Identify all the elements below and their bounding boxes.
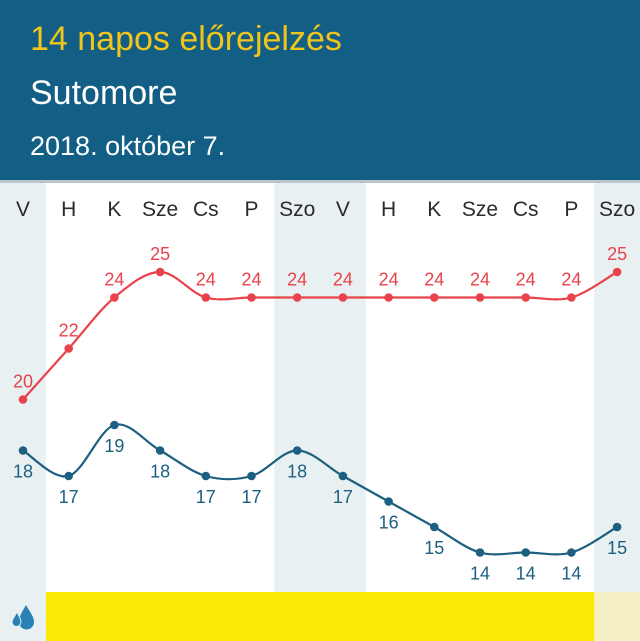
min-temperature-label: 18 xyxy=(287,462,307,482)
max-temperature-point xyxy=(612,267,622,277)
min-temperature-label: 18 xyxy=(13,462,33,482)
max-temperature-label: 25 xyxy=(150,244,170,264)
max-temperature-label: 24 xyxy=(561,270,581,290)
precipitation-bar-segment xyxy=(502,592,550,641)
max-temperature-point xyxy=(430,293,439,302)
precipitation-bar-segment xyxy=(45,592,93,641)
max-temperature-point xyxy=(247,293,256,302)
max-temperature-point xyxy=(201,293,211,302)
min-temperature-point xyxy=(475,548,485,557)
day-label: K xyxy=(107,198,121,221)
precipitation-bar-segment xyxy=(457,592,504,641)
min-temperature-label: 17 xyxy=(59,487,79,507)
min-temperature-label: 17 xyxy=(196,487,216,507)
max-temperature-label: 24 xyxy=(241,270,261,290)
max-temperature-point xyxy=(338,293,348,302)
header: 14 napos előrejelzés Sutomore 2018. októ… xyxy=(0,0,640,180)
max-temperature-label: 24 xyxy=(196,270,216,290)
min-temperature-point xyxy=(292,446,302,455)
header-divider xyxy=(0,180,640,183)
temperature-chart: V H K Sze Cs P Szo V H K Sze Cs P Szo 20 22 24 25 24 24 24 24… xyxy=(0,183,640,641)
day-label: V xyxy=(336,198,350,221)
max-temperature-point xyxy=(475,293,485,302)
min-temperature-point xyxy=(110,420,119,430)
day-label: P xyxy=(244,198,258,221)
day-label: H xyxy=(381,198,396,221)
day-label: H xyxy=(61,198,76,221)
precipitation-bar-segment xyxy=(228,592,275,641)
min-temperature-label: 17 xyxy=(333,487,353,507)
forecast-title: 14 napos előrejelzés xyxy=(30,20,342,58)
day-label: Sze xyxy=(462,198,498,221)
min-temperature-point xyxy=(338,471,348,481)
day-label: Cs xyxy=(513,198,539,221)
precipitation-bar-segment xyxy=(365,592,412,641)
min-temperature-label: 14 xyxy=(516,564,536,584)
min-temperature-label: 15 xyxy=(607,538,627,558)
min-temperature-label: 16 xyxy=(379,513,399,533)
max-temperature-point xyxy=(567,293,576,302)
min-temperature-label: 19 xyxy=(104,436,124,456)
max-temperature-label: 25 xyxy=(607,244,627,264)
min-temperature-point xyxy=(18,446,28,455)
day-label: Szo xyxy=(279,198,315,221)
max-temperature-point xyxy=(292,293,302,302)
forecast-date: 2018. október 7. xyxy=(30,131,226,161)
max-temperature-label: 24 xyxy=(333,270,353,290)
max-temperature-label: 20 xyxy=(13,372,33,392)
day-label: P xyxy=(564,198,578,221)
min-temperature-label: 18 xyxy=(150,462,170,482)
max-temperature-label: 24 xyxy=(379,270,399,290)
precipitation-bar-segment xyxy=(137,592,184,641)
precipitation-bar-segment xyxy=(594,592,640,641)
min-temperature-label: 14 xyxy=(470,564,490,584)
city-name: Sutomore xyxy=(30,74,178,112)
max-temperature-point xyxy=(521,293,530,302)
raindrops-icon xyxy=(11,604,34,629)
min-temperature-point xyxy=(567,548,576,557)
min-temperature-point xyxy=(155,446,165,455)
min-temperature-point xyxy=(430,522,439,532)
day-label: Szo xyxy=(599,198,635,221)
min-temperature-point xyxy=(64,471,73,481)
max-temperature-label: 22 xyxy=(59,321,79,341)
weekend-band xyxy=(274,183,321,592)
precipitation-cell xyxy=(0,592,46,641)
day-label: Sze xyxy=(142,198,178,221)
precipitation-bar-segment xyxy=(320,592,367,641)
min-temperature-label: 17 xyxy=(241,487,261,507)
precipitation-bar-segment xyxy=(274,592,321,641)
max-temperature-label: 24 xyxy=(287,270,307,290)
precipitation-bar-segment xyxy=(548,592,595,641)
max-temperature-point xyxy=(110,293,119,302)
precipitation-bar-segment xyxy=(411,592,458,641)
day-label: K xyxy=(427,198,441,221)
min-temperature-point xyxy=(384,497,393,506)
min-temperature-point xyxy=(521,548,530,557)
max-temperature-point xyxy=(64,344,73,353)
max-temperature-point xyxy=(18,395,28,404)
day-label: V xyxy=(16,198,30,221)
precipitation-bar-segment xyxy=(91,592,138,641)
max-temperature-point xyxy=(155,267,165,277)
max-temperature-label: 24 xyxy=(470,270,490,290)
precipitation-bar-segment xyxy=(182,592,230,641)
weekend-band xyxy=(320,183,366,592)
max-temperature-label: 24 xyxy=(516,270,536,290)
max-temperature-point xyxy=(384,293,393,302)
min-temperature-point xyxy=(201,471,211,481)
day-label: Cs xyxy=(193,198,219,221)
min-temperature-label: 14 xyxy=(561,564,581,584)
min-temperature-point xyxy=(247,471,256,481)
max-temperature-label: 24 xyxy=(104,270,124,290)
min-temperature-label: 15 xyxy=(424,538,444,558)
min-temperature-point xyxy=(612,522,622,532)
weekend-band xyxy=(0,183,46,592)
max-temperature-label: 24 xyxy=(424,270,444,290)
